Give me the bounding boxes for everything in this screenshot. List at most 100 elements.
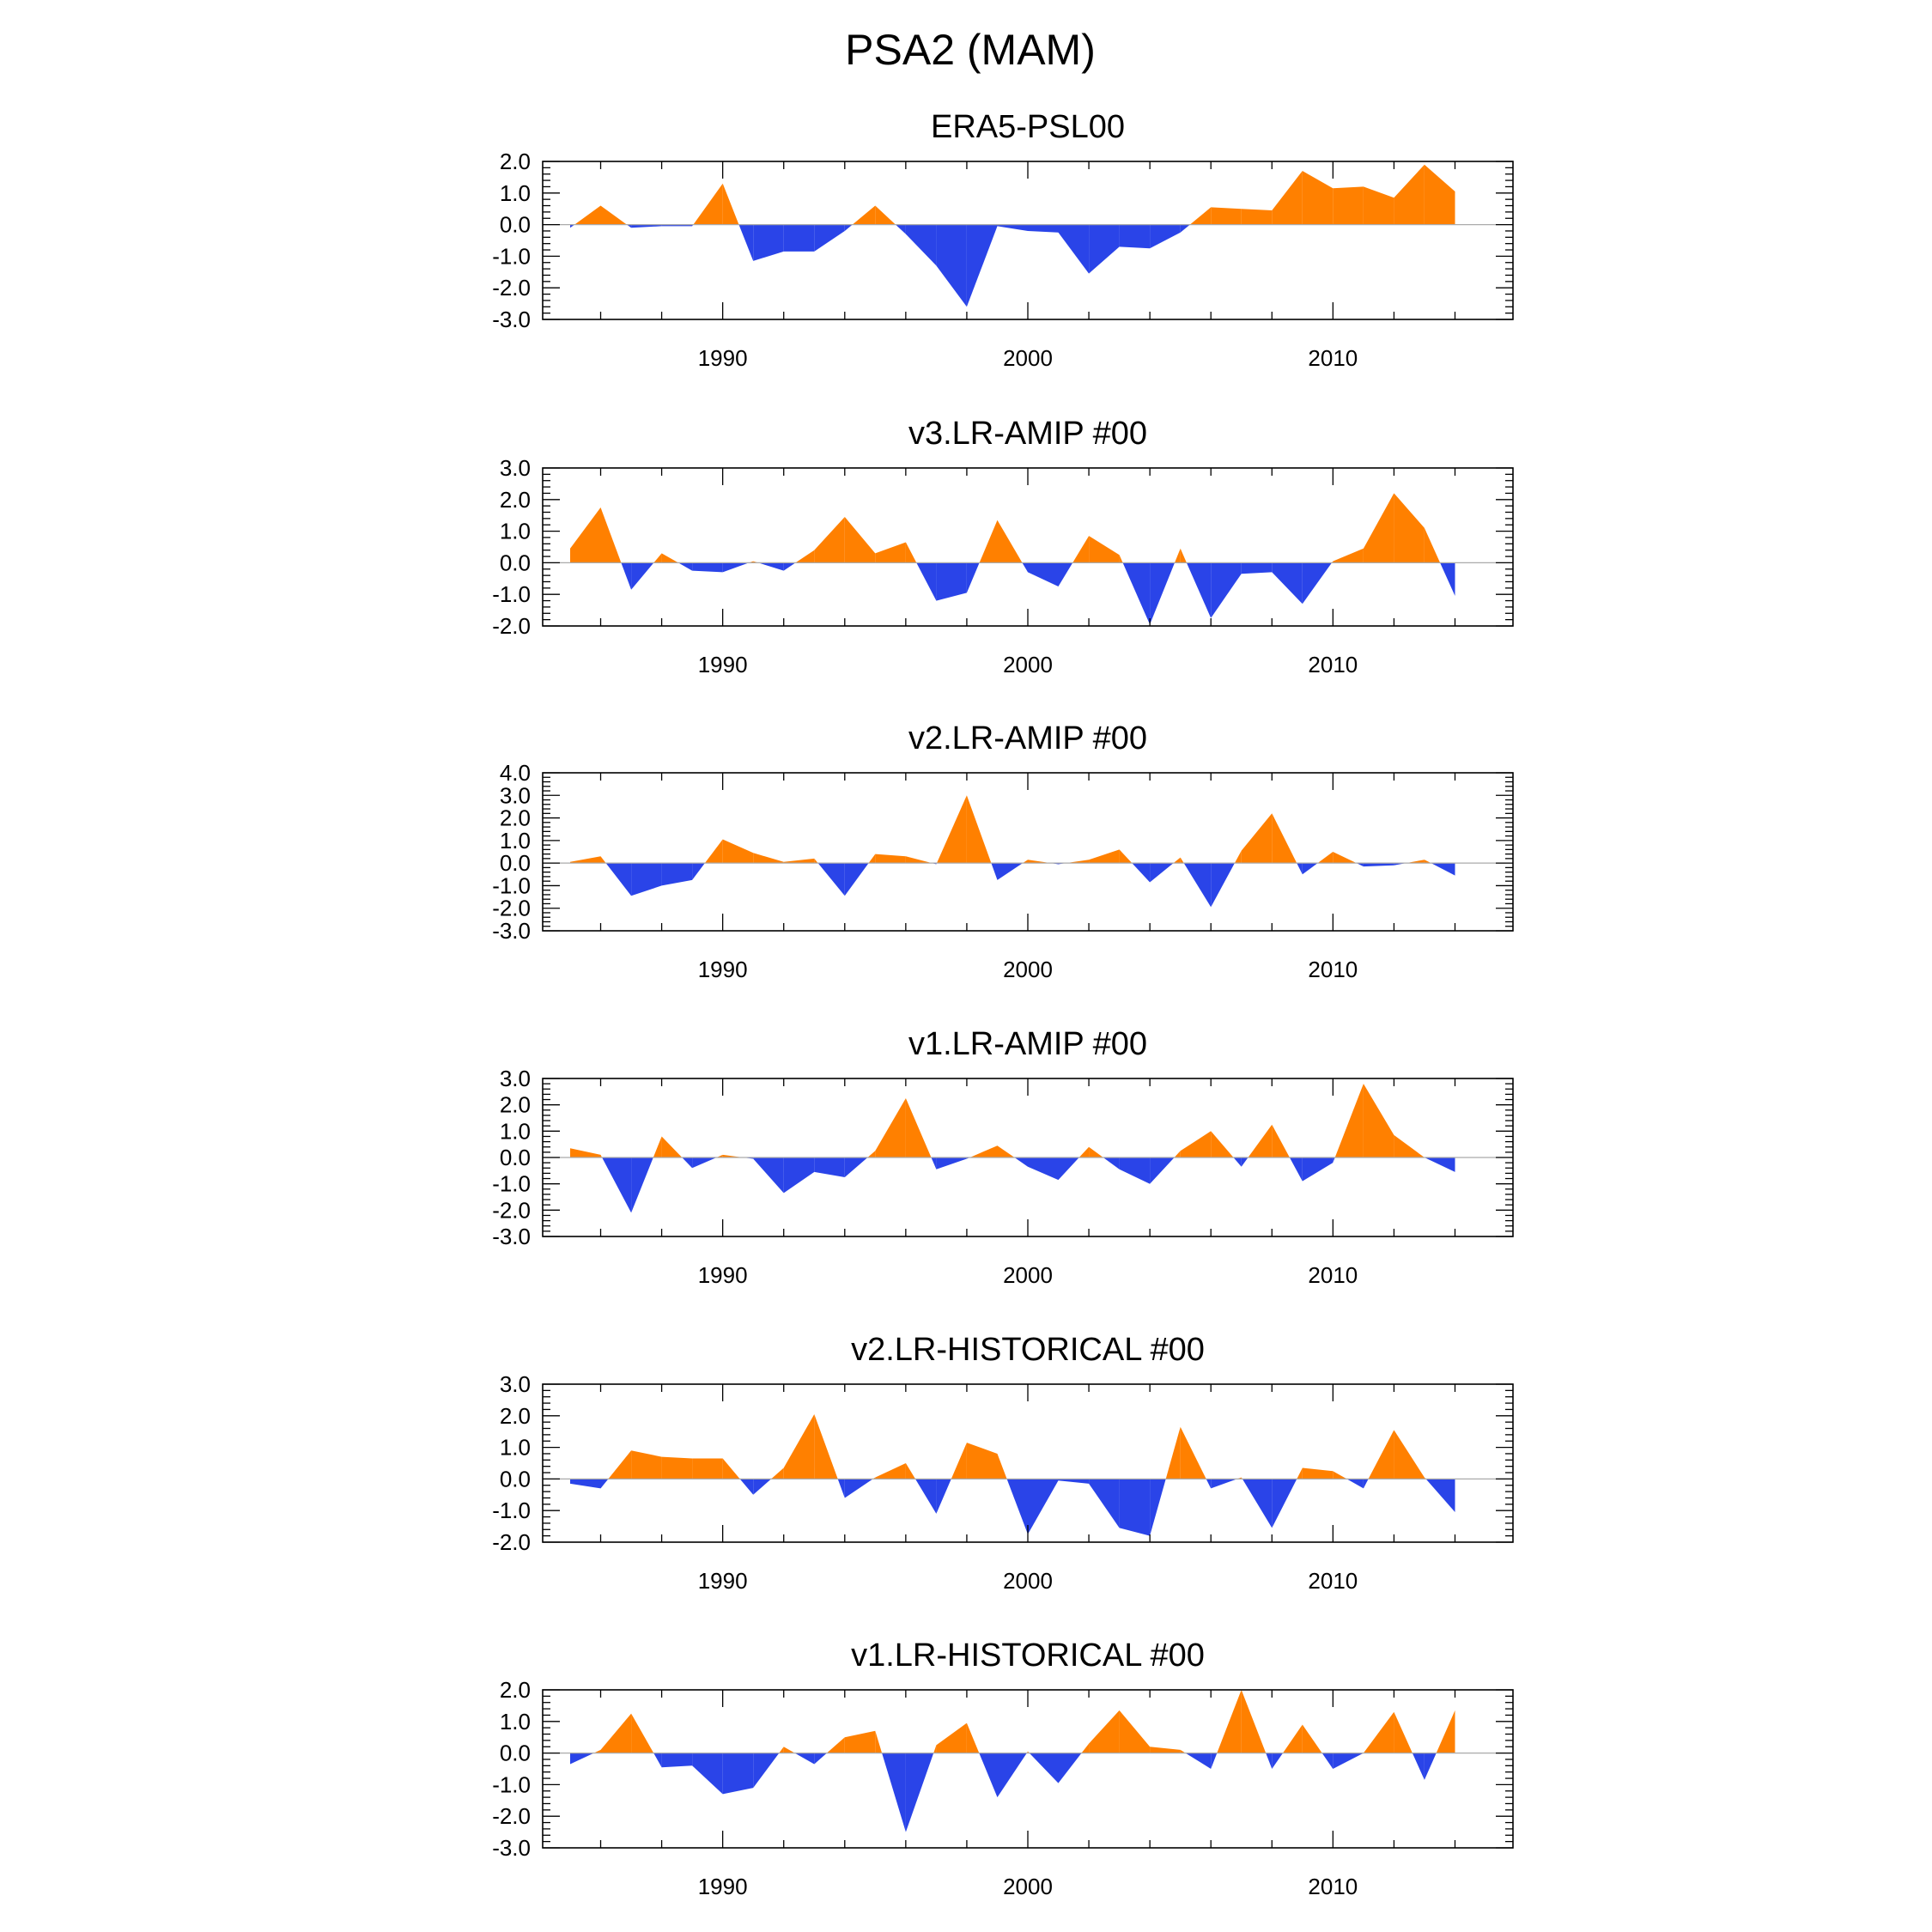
- plot-frame: [542, 1689, 1514, 1849]
- y-tick-label: -1.0: [492, 872, 531, 898]
- positive-anomaly-area: [1241, 209, 1273, 225]
- positive-anomaly-area: [1028, 860, 1051, 864]
- positive-anomaly-area: [1272, 1124, 1290, 1157]
- y-tick-label: 2.0: [500, 1677, 531, 1703]
- positive-anomaly-area: [979, 519, 998, 563]
- positive-anomaly-area: [937, 795, 967, 864]
- positive-anomaly-area: [936, 1722, 967, 1753]
- x-tick-label: 2010: [1308, 345, 1358, 371]
- negative-anomaly-area: [814, 1157, 845, 1177]
- positive-anomaly-area: [1089, 1710, 1120, 1753]
- positive-anomaly-area: [1089, 1146, 1103, 1157]
- negative-anomaly-area: [783, 562, 796, 571]
- positive-anomaly-area: [1368, 1430, 1394, 1479]
- negative-anomaly-area: [1058, 224, 1090, 274]
- negative-anomaly-area: [631, 224, 662, 228]
- negative-anomaly-area: [1356, 863, 1364, 867]
- positive-anomaly-area: [600, 205, 627, 225]
- y-tick-label: -2.0: [492, 1803, 531, 1829]
- positive-anomaly-area: [1436, 1710, 1455, 1753]
- positive-anomaly-area: [570, 507, 601, 563]
- negative-anomaly-area: [653, 1753, 662, 1768]
- negative-anomaly-area: [692, 863, 705, 880]
- positive-anomaly-area: [1363, 186, 1394, 225]
- positive-anomaly-area: [1302, 1724, 1322, 1753]
- negative-anomaly-area: [783, 1157, 815, 1194]
- positive-anomaly-area: [997, 519, 1023, 563]
- positive-anomaly-area: [1334, 1084, 1364, 1157]
- x-tick-label: 1990: [698, 1874, 748, 1899]
- negative-anomaly-area: [1321, 1753, 1334, 1769]
- negative-anomaly-area: [1119, 1157, 1151, 1184]
- positive-anomaly-area: [1072, 536, 1090, 563]
- negative-anomaly-area: [1058, 1479, 1090, 1484]
- negative-anomaly-area: [905, 1753, 934, 1832]
- negative-anomaly-area: [1241, 1157, 1249, 1167]
- positive-anomaly-area: [1119, 555, 1123, 563]
- positive-anomaly-area: [1211, 207, 1242, 225]
- positive-anomaly-area: [814, 517, 845, 563]
- negative-anomaly-area: [631, 562, 654, 590]
- negative-anomaly-area: [1211, 1753, 1218, 1769]
- negative-anomaly-area: [738, 224, 754, 261]
- y-tick-label: 1.0: [500, 1435, 531, 1461]
- negative-anomaly-area: [1089, 1479, 1120, 1528]
- positive-anomaly-area: [1180, 1131, 1212, 1157]
- y-tick-label: -3.0: [492, 307, 531, 332]
- positive-anomaly-area: [1175, 548, 1181, 563]
- y-tick-label: 0.0: [500, 550, 531, 575]
- negative-anomaly-area: [1132, 863, 1151, 883]
- y-tick-label: 0.0: [500, 1741, 531, 1766]
- negative-anomaly-area: [1211, 562, 1242, 618]
- negative-anomaly-area: [1206, 1479, 1212, 1489]
- positive-anomaly-area: [875, 1098, 906, 1157]
- x-tick-label: 2000: [1003, 1262, 1053, 1288]
- positive-anomaly-area: [997, 1145, 1015, 1157]
- y-tick-label: 3.0: [500, 782, 531, 808]
- y-tick-label: 0.0: [500, 1145, 531, 1170]
- positive-anomaly-area: [969, 1145, 998, 1157]
- negative-anomaly-area: [1150, 224, 1181, 249]
- negative-anomaly-area: [753, 1157, 784, 1194]
- x-tick-label: 1990: [698, 1568, 748, 1594]
- negative-anomaly-area: [1242, 1479, 1273, 1528]
- negative-anomaly-area: [1028, 1157, 1059, 1181]
- y-tick-label: 2.0: [500, 1403, 531, 1429]
- positive-anomaly-area: [631, 1713, 654, 1753]
- negative-anomaly-area: [997, 224, 1028, 231]
- negative-anomaly-area: [1150, 863, 1174, 883]
- positive-anomaly-area: [1283, 1724, 1303, 1753]
- positive-anomaly-area: [1302, 171, 1334, 225]
- positive-anomaly-area: [875, 542, 906, 563]
- positive-anomaly-area: [905, 542, 917, 563]
- y-tick-label: 3.0: [500, 1066, 531, 1091]
- negative-anomaly-area: [817, 863, 845, 896]
- negative-anomaly-area: [1058, 562, 1073, 586]
- positive-anomaly-area: [570, 856, 601, 864]
- positive-anomaly-area: [1333, 852, 1357, 864]
- positive-anomaly-area: [1217, 1690, 1242, 1753]
- negative-anomaly-area: [1272, 1753, 1283, 1769]
- negative-anomaly-area: [991, 863, 998, 880]
- positive-anomaly-area: [653, 1136, 662, 1157]
- y-tick-label: 2.0: [500, 149, 531, 174]
- negative-anomaly-area: [1272, 1479, 1297, 1528]
- panel-title: ERA5-PSL00: [931, 109, 1125, 145]
- y-tick-label: -1.0: [492, 243, 531, 269]
- negative-anomaly-area: [936, 562, 967, 601]
- negative-anomaly-area: [570, 1753, 594, 1765]
- positive-anomaly-area: [600, 507, 622, 563]
- panel-title: v1.LR-AMIP #00: [908, 1026, 1147, 1062]
- negative-anomaly-area: [1440, 562, 1455, 596]
- positive-anomaly-area: [1363, 1084, 1394, 1157]
- positive-anomaly-area: [1272, 171, 1303, 225]
- positive-anomaly-area: [722, 1458, 740, 1479]
- negative-anomaly-area: [602, 1157, 632, 1213]
- negative-anomaly-area: [844, 224, 853, 231]
- positive-anomaly-area: [966, 1443, 998, 1479]
- negative-anomaly-area: [570, 224, 575, 228]
- negative-anomaly-area: [678, 562, 693, 571]
- negative-anomaly-area: [1211, 1479, 1237, 1489]
- negative-anomaly-area: [1302, 1157, 1334, 1182]
- positive-anomaly-area: [1363, 1711, 1394, 1753]
